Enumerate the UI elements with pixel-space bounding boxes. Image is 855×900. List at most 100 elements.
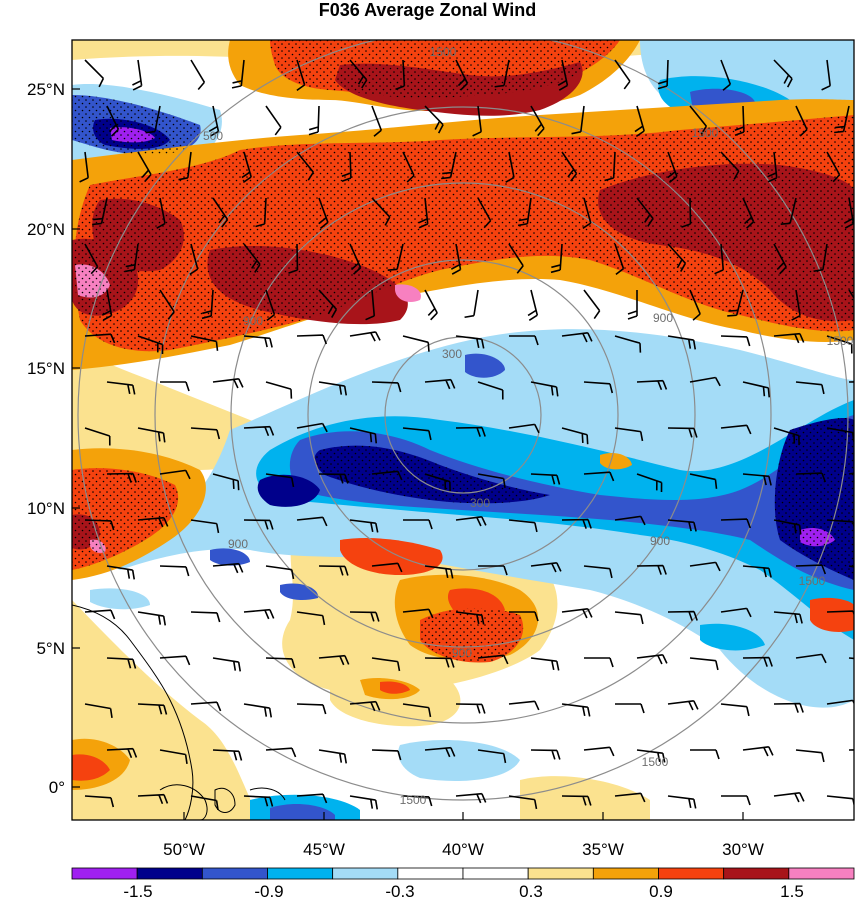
wind-barb [308,105,320,136]
wind-barb [212,749,243,761]
wind-barb [826,519,854,530]
wind-barb [450,243,462,275]
wind-barb [634,105,645,138]
wind-barb [477,473,506,489]
wind-barb [160,381,190,392]
wind-barb [424,289,438,321]
wind-barb [773,332,805,344]
wind-barb [365,289,376,321]
wind-barb [296,151,315,181]
wind-barb [561,518,592,529]
wind-barb [371,381,402,393]
wind-barb [561,151,578,182]
wind-barb [92,197,108,226]
wind-barb [742,565,772,578]
wind-barb [265,289,276,321]
wind-barb [826,151,841,183]
colorbar-swatch [723,867,790,880]
colorbar-swatch [527,867,594,880]
colorbar-swatch [658,867,725,880]
lat-label-15n: 15°N [27,359,65,378]
wind-barb [795,749,825,763]
wind-barb [84,427,111,446]
wind-barb [265,657,296,669]
wind-barb [742,746,774,757]
wind-barb [402,151,415,183]
wind-barb [265,565,295,580]
wind-barb [106,565,136,580]
wind-barb [424,378,456,390]
wind-barb [318,565,349,576]
wind-barb [178,151,192,181]
wind-barb [477,749,507,764]
wind-barb [773,427,800,446]
wind-barb [530,105,545,137]
wind-barb [508,519,538,533]
wind-barb [265,105,282,136]
colorbar-swatch [201,867,268,880]
wind-barb [455,611,485,625]
wind-barb [742,381,771,398]
wind-barb [318,197,329,229]
wind-barb [159,289,175,320]
wind-barb [84,333,116,344]
wind-barb [636,564,667,575]
wind-barb [288,243,299,274]
wind-barb [667,795,697,809]
wind-barb [349,427,378,444]
wind-barb [137,427,166,443]
map-title: F036 Average Zonal Wind [318,0,537,20]
wind-barb [424,565,454,579]
wind-barb [494,59,510,88]
colorbar-swatch [267,867,334,880]
wind-barb [826,335,853,354]
wind-barb [773,611,803,624]
contour-label: 900 [650,534,670,548]
wind-barb [742,473,772,486]
wind-barb [583,289,601,320]
wind-barb [773,243,787,275]
colorbar-label: 1.5 [780,882,804,900]
colorbar [71,867,855,880]
map-plot-area: 1500 1500 500 900 900 300 300 900 900 900 1500 1500… [72,40,854,820]
contour-label: 900 [228,537,248,551]
wind-barb [517,197,532,227]
wind-barb [371,105,383,137]
wind-barb [667,427,698,438]
wind-barb [455,426,486,437]
lat-label-0: 0° [49,778,65,797]
wind-barb [773,792,805,803]
wind-barb [455,703,486,714]
wind-barb [243,335,273,348]
wind-barb [371,562,403,573]
wind-barb [190,59,206,91]
wind-barb [773,519,802,535]
wind-barb [159,655,191,666]
wind-barb [455,335,485,349]
wind-barb [84,609,116,620]
tick-marks [72,88,744,820]
wind-barb [212,562,244,574]
wind-barb [84,243,99,275]
colorbar-swatch [397,867,464,880]
distance-contours [77,40,849,801]
wind-barb [243,608,275,620]
wind-barb [727,289,744,317]
wind-barb [296,703,327,715]
wind-barb [477,381,504,400]
wind-barb [795,472,827,483]
wind-barb [156,197,166,229]
wind-barb [296,334,328,345]
wind-barb [212,473,240,491]
wind-barb [243,795,274,807]
wind-barb [296,59,306,92]
latitude-labels: 25°N 20°N 15°N 10°N 5°N 0° [27,80,65,797]
wind-barb [231,59,245,89]
wind-barb [201,289,214,320]
colorbar-swatch [462,867,529,880]
wind-barb [212,197,229,228]
wind-barb [614,427,644,442]
wind-barb [720,518,752,529]
wind-barb [848,657,854,660]
wind-barb [243,703,273,718]
